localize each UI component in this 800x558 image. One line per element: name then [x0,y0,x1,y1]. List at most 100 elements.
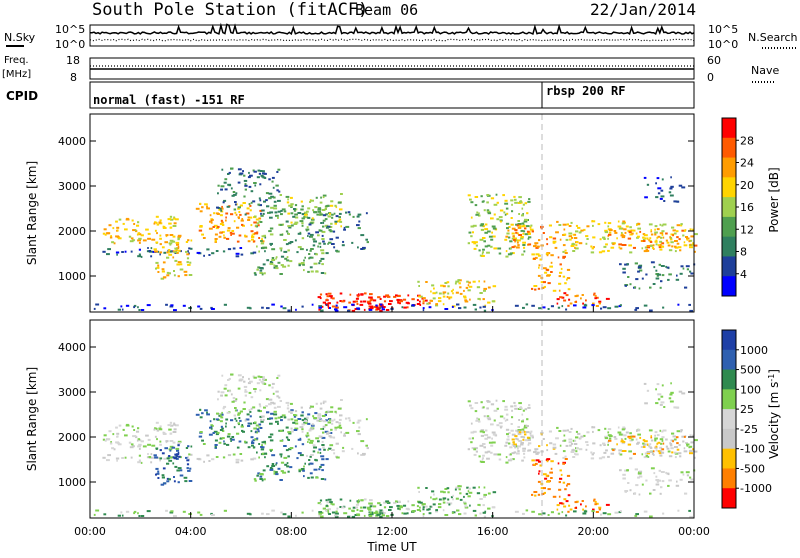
velocity-cell [515,437,518,440]
power-cell [147,237,151,240]
power-cell [322,240,325,243]
velocity-cell [178,455,181,458]
power-cell [503,211,506,214]
velocity-cell [263,406,266,409]
power-cell [279,273,283,275]
y-tick-label: 1000 [58,476,86,489]
velocity-cell [492,433,497,436]
velocity-cell [493,453,498,456]
velocity-cell [581,500,584,502]
power-cell [270,206,274,209]
power-cell [271,176,275,179]
velocity-cell [689,449,692,452]
power-cell [435,303,438,306]
power-cell [646,246,651,249]
velocity-cell [690,478,694,481]
velocity-cell [482,454,485,457]
power-cell [153,248,157,251]
power-cell [259,209,263,212]
velocity-cell [250,436,254,439]
velocity-cell [221,374,224,377]
velocity-cell [513,401,516,404]
velocity-cell [263,452,267,455]
power-cell [637,266,642,269]
power-cell [513,195,516,198]
power-cell [495,193,498,196]
power-cell [529,228,534,231]
power-cell [176,263,180,266]
power-cell [308,257,311,260]
velocity-cell [214,439,218,442]
power-cell [552,289,557,292]
power-cell [165,303,168,306]
power-cell [493,213,496,216]
power-cell [280,264,284,267]
velocity-cell [634,514,638,517]
power-cell [654,240,658,243]
velocity-cell [166,462,170,465]
power-cell [202,237,206,239]
power-cell [318,308,321,311]
velocity-cell [321,469,324,472]
velocity-cell [297,452,302,455]
velocity-cell [524,433,527,436]
velocity-cell [228,390,232,393]
power-cell [526,230,530,233]
velocity-cell [429,505,432,508]
power-cell [550,305,554,308]
power-cell [260,212,262,215]
velocity-cell [348,419,351,422]
power-cell [227,173,230,175]
power-cell [141,309,145,311]
velocity-cell [233,414,237,417]
velocity-cell [547,488,551,491]
velocity-cell [304,419,308,422]
power-cell [566,223,569,226]
velocity-cell [463,502,467,505]
cpid-label: CPID [6,89,38,103]
power-cell [146,304,151,307]
velocity-cell [351,447,354,450]
velocity-cell [214,445,217,448]
power-cell [607,307,612,310]
velocity-cell [497,453,502,456]
power-cell [505,235,509,238]
power-cell [241,218,244,220]
velocity-cell [310,462,314,465]
velocity-cell [567,494,571,497]
velocity-cell [177,444,180,447]
velocity-cell [523,426,528,429]
power-cell [583,304,588,307]
power-cell [591,304,595,307]
velocity-cell [575,450,578,453]
power-cell [618,246,621,249]
velocity-cell [591,453,594,456]
power-cell [463,295,467,298]
velocity-cell [527,406,531,409]
velocity-cell [667,450,671,453]
velocity-cell [297,418,302,420]
velocity-cell [627,443,632,446]
power-cell [146,250,149,253]
power-cell [235,192,238,195]
power-cell [529,232,531,235]
power-cell [661,230,665,233]
velocity-cell [227,379,230,381]
velocity-cell [285,426,289,429]
velocity-cell [431,490,435,493]
velocity-cell [147,438,151,441]
velocity-cell [670,391,674,394]
power-cell [124,228,128,231]
velocity-cell [627,482,630,484]
velocity-cell [681,435,685,438]
velocity-cell [327,511,330,514]
velocity-cell [266,411,270,414]
velocity-cell [660,486,663,489]
velocity-cell [487,450,491,453]
power-cell [679,272,683,275]
velocity-cell [607,513,612,516]
velocity-cell [450,496,453,499]
power-cell [612,243,615,246]
power-cell [425,281,428,283]
velocity-cell [309,455,312,458]
